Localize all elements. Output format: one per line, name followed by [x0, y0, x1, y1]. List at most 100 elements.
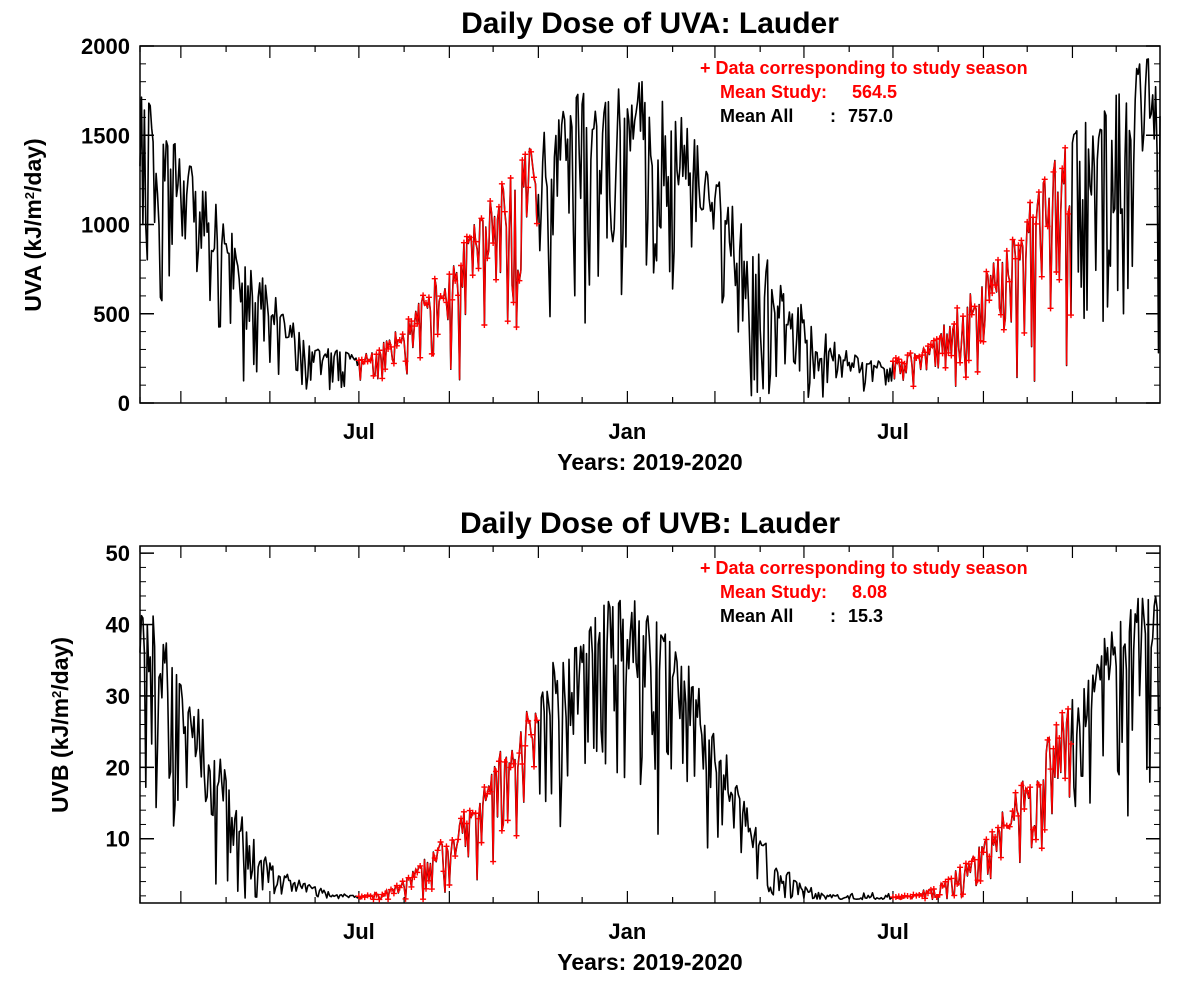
uvb-study-point	[405, 874, 412, 881]
uva-study-point	[463, 233, 470, 240]
uvb-study-point	[983, 836, 990, 843]
uvb-study-point	[898, 893, 905, 900]
uva-study-point	[507, 175, 514, 182]
uvb-study-point	[1035, 781, 1042, 788]
uvb-study-point	[1030, 826, 1037, 833]
uva-study-point	[533, 220, 540, 227]
uva-y-tick-label: 2000	[81, 34, 130, 59]
uvb-study-point	[519, 761, 526, 768]
uva-study-point	[423, 299, 430, 306]
uva-study-point	[977, 337, 984, 344]
uva-study-point	[390, 360, 397, 367]
uva-study-point	[478, 215, 485, 222]
uvb-series	[139, 595, 1161, 903]
uva-ylabel-suffix: /day)	[20, 138, 46, 192]
uvb-study-point	[986, 853, 993, 860]
uva-study-point	[1044, 223, 1051, 230]
uva-study-point	[443, 299, 450, 306]
uva-study-point	[417, 354, 424, 361]
uva-study-point	[472, 238, 479, 245]
uva-study-point	[487, 198, 494, 205]
uvb-study-point	[936, 891, 943, 898]
uva-ylabel-prefix: UVA (kJ/m	[20, 199, 46, 311]
uva-study-point	[1000, 326, 1007, 333]
uva-study-point	[892, 354, 899, 361]
uva-study-point	[393, 342, 400, 349]
uvb-study-point	[402, 895, 409, 902]
uvb-study-point	[481, 784, 488, 791]
uva-study-point	[974, 368, 981, 375]
uvb-study-point	[425, 877, 432, 884]
uvb-study-point	[1024, 787, 1031, 794]
uvb-study-point	[1009, 808, 1016, 815]
uva-study-point	[936, 335, 943, 342]
uvb-study-point	[910, 891, 917, 898]
uvb-x-tick-label: Jul	[343, 919, 375, 944]
uvb-study-point	[458, 815, 465, 822]
uvb-study-point	[1062, 775, 1069, 782]
uva-study-point	[530, 174, 537, 181]
uvb-y-tick-label: 20	[106, 755, 130, 780]
uva-ticks: 0 500 1000 1500 2000 Jul Jan Jul	[81, 34, 1160, 444]
uva-study-point	[522, 151, 529, 158]
uvb-study-point	[974, 877, 981, 884]
uva-legend-mean-all-label: Mean All	[720, 106, 793, 126]
uva-x-tick-label: Jan	[608, 419, 646, 444]
uva-study-point	[1030, 214, 1037, 221]
uva-study-point	[376, 347, 383, 354]
uva-study-point	[971, 303, 978, 310]
uva-study-point	[449, 296, 456, 303]
uva-study-point	[1056, 276, 1063, 283]
uva-study-point	[1009, 236, 1016, 243]
uva-y-tick-label: 500	[93, 302, 130, 327]
uva-study-point	[408, 318, 415, 325]
uvb-study-point	[382, 890, 389, 897]
uva-study-point	[399, 331, 406, 338]
uva-study-point	[1003, 247, 1010, 254]
uva-study-point	[954, 304, 961, 311]
uvb-study-point	[1050, 745, 1057, 752]
uvb-study-point	[989, 828, 996, 835]
uva-study-point	[1027, 199, 1034, 206]
uvb-study-point	[516, 750, 523, 757]
uva-study-point	[495, 203, 502, 210]
uva-study-point	[957, 359, 964, 366]
uva-study-point	[1021, 329, 1028, 336]
uva-study-point	[927, 341, 934, 348]
uvb-study-point	[1018, 782, 1025, 789]
uvb-study-point	[501, 758, 508, 765]
uvb-study-point	[960, 891, 967, 898]
uva-study-point	[962, 374, 969, 381]
uvb-x-axis-label: Years: 2019-2020	[557, 949, 742, 975]
uva-study-point	[490, 240, 497, 247]
uva-study-point	[501, 208, 508, 215]
uvb-study-point	[411, 874, 418, 881]
uva-study-point	[1035, 189, 1042, 196]
uvb-study-point	[528, 731, 535, 738]
uva-study-point	[983, 268, 990, 275]
uvb-study-point	[533, 717, 540, 724]
uva-study-point	[1012, 255, 1019, 262]
uvb-study-point	[957, 864, 964, 871]
uva-study-point	[922, 349, 929, 356]
uvb-study-point	[980, 849, 987, 856]
uvb-study-point	[1015, 812, 1022, 819]
uvb-study-point	[525, 717, 532, 724]
uvb-study-point	[370, 896, 377, 903]
uvb-study-point	[522, 742, 529, 749]
uva-study-point	[1018, 237, 1025, 244]
uva-study-point	[402, 358, 409, 365]
uvb-study-point	[1053, 721, 1060, 728]
uvb-study-point	[390, 890, 397, 897]
uva-study-point	[933, 336, 940, 343]
uvb-study-point	[507, 764, 514, 771]
uvb-x-tick-label: Jan	[608, 919, 646, 944]
uva-study-point	[1041, 176, 1048, 183]
uvb-study-point	[367, 893, 374, 900]
uvb-study-point	[513, 832, 520, 839]
uvb-study-point	[939, 882, 946, 889]
uvb-ylabel-sup: 2	[49, 691, 64, 698]
uvb-study-point	[460, 808, 467, 815]
uva-ylabel-sup: 2	[22, 192, 37, 199]
